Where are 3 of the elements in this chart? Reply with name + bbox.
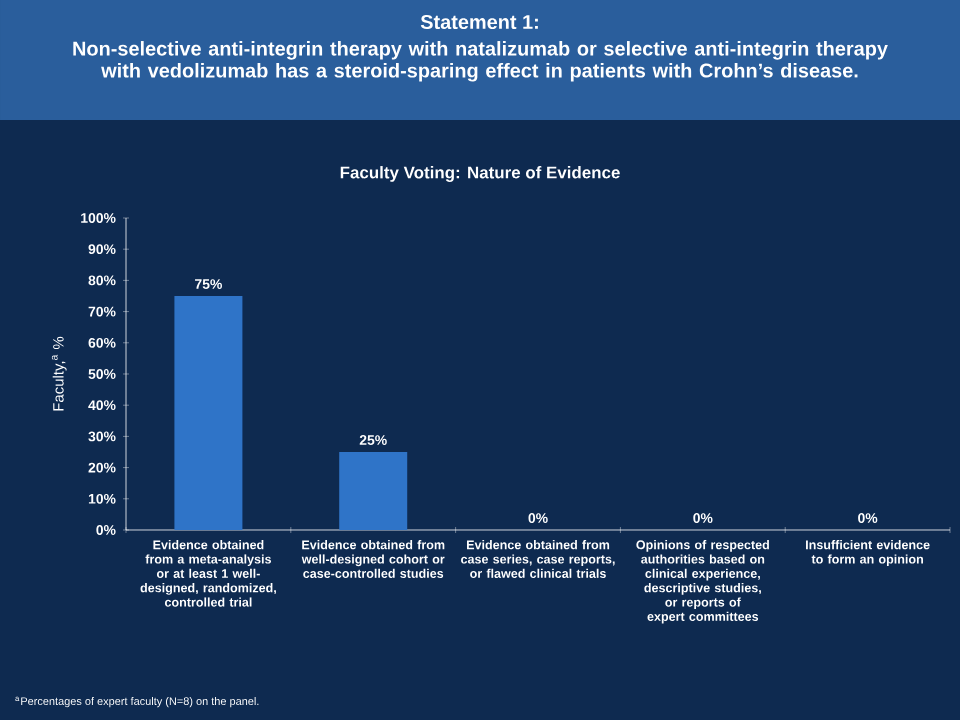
chart-subtitle: Non-selective anti-integrin therapy with natalizumab or selective anti-integrin therapy with vedolizumab has a steroid-sparing effect in patients with Crohn’s disease.: [73, 41, 888, 82]
text: Faculty Voting: Nature of Evidence: [340, 166, 620, 182]
chart-title: Statement 1:: [420, 14, 538, 30]
